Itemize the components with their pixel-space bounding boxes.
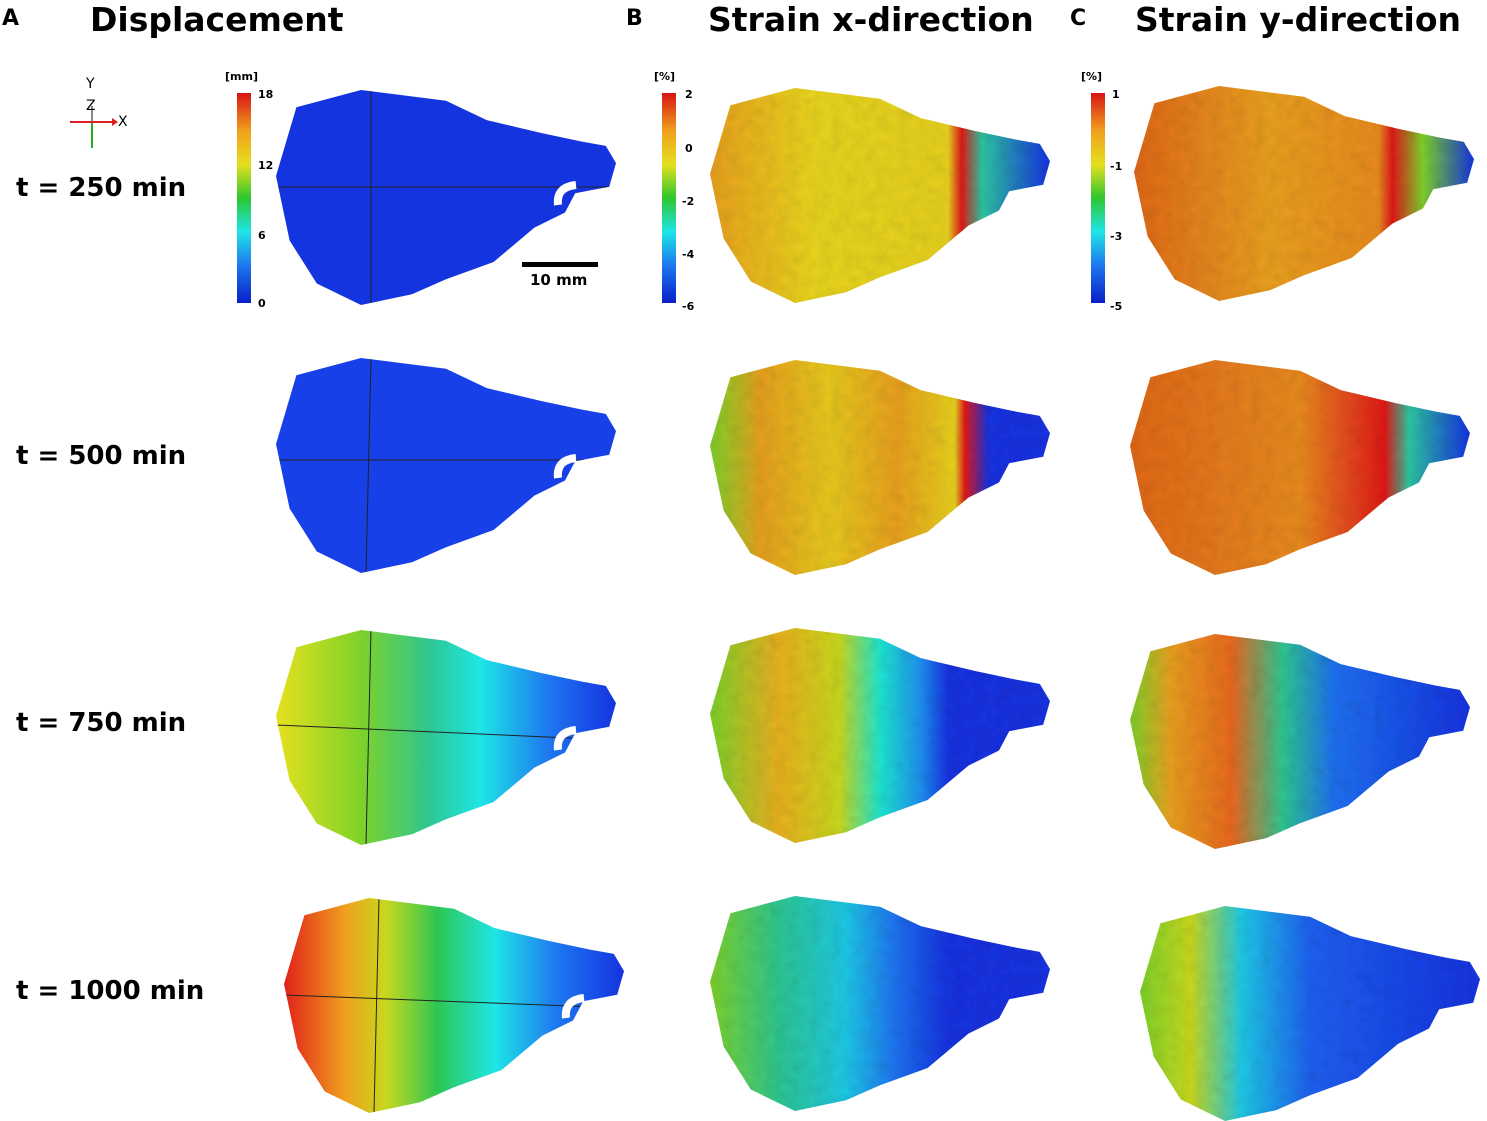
panel-letter-a: A bbox=[2, 6, 20, 31]
colorbar-tick: 0 bbox=[258, 297, 266, 310]
strain-x-field-1000 bbox=[710, 896, 1050, 1111]
coordinate-axes-icon: Y Z X bbox=[64, 76, 134, 152]
time-label-750: t = 750 min bbox=[16, 708, 187, 738]
strain-x-field-750 bbox=[710, 628, 1050, 843]
panel-letter-b: B bbox=[626, 6, 643, 31]
time-label-250: t = 250 min bbox=[16, 173, 187, 203]
time-label-500: t = 500 min bbox=[16, 441, 187, 471]
strain-y-field-1000 bbox=[1140, 906, 1480, 1121]
panel-letter-c: C bbox=[1070, 6, 1087, 31]
colorbar-strain-y bbox=[1091, 93, 1105, 303]
axis-x-label: X bbox=[118, 114, 128, 130]
colorbar-tick: -4 bbox=[682, 248, 695, 261]
scale-bar bbox=[522, 262, 598, 267]
colorbar-tick: 6 bbox=[258, 229, 266, 242]
colorbar-tick: 18 bbox=[258, 88, 274, 101]
colorbar-unit-strain-y: [%] bbox=[1081, 70, 1103, 83]
scale-bar-label: 10 mm bbox=[530, 271, 588, 289]
colorbar-tick: -6 bbox=[682, 300, 695, 313]
panel-title-strain-x: Strain x-direction bbox=[708, 0, 1034, 39]
colorbar-tick: -1 bbox=[1110, 160, 1123, 173]
axis-z-label: Z bbox=[86, 98, 96, 114]
colorbar-tick: 12 bbox=[258, 159, 274, 172]
axis-y-label: Y bbox=[86, 76, 95, 92]
colorbar-tick: 2 bbox=[685, 88, 693, 101]
strain-y-field-750 bbox=[1130, 634, 1470, 849]
colorbar-displacement bbox=[237, 93, 251, 303]
strain-x-field-250 bbox=[710, 88, 1050, 303]
colorbar-tick: -2 bbox=[682, 195, 695, 208]
panel-title-displacement: Displacement bbox=[90, 0, 344, 39]
colorbar-tick: 0 bbox=[685, 142, 693, 155]
displacement-field-250 bbox=[276, 90, 616, 305]
panel-title-strain-y: Strain y-direction bbox=[1135, 0, 1461, 39]
strain-y-field-250 bbox=[1134, 86, 1474, 301]
colorbar-unit-displacement: [mm] bbox=[225, 70, 258, 83]
colorbar-strain-x bbox=[662, 93, 676, 303]
displacement-field-750 bbox=[276, 630, 616, 845]
strain-x-field-500 bbox=[710, 360, 1050, 575]
colorbar-tick: -3 bbox=[1110, 230, 1123, 243]
displacement-field-1000 bbox=[284, 898, 624, 1113]
colorbar-tick: 1 bbox=[1112, 88, 1120, 101]
colorbar-tick: -5 bbox=[1110, 300, 1123, 313]
colorbar-unit-strain-x: [%] bbox=[654, 70, 676, 83]
displacement-field-500 bbox=[276, 358, 616, 573]
time-label-1000: t = 1000 min bbox=[16, 976, 205, 1006]
strain-y-field-500 bbox=[1130, 360, 1470, 575]
